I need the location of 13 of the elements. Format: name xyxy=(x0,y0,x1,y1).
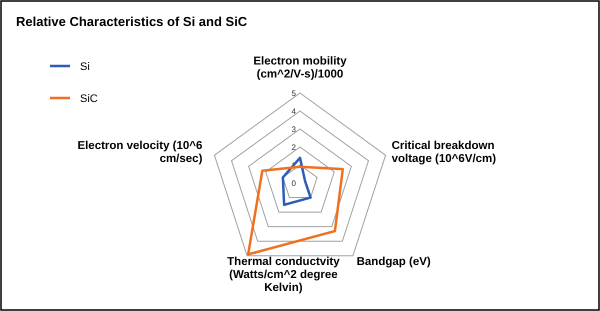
spoke-label: Bandgap (eV) xyxy=(356,256,431,268)
y-tick-label: 3 xyxy=(292,125,297,134)
spoke-label: Electron mobility (cm^2/V-s)/1000 xyxy=(253,56,348,81)
spoke-label: Critical breakdown voltage (10^6V/cm) xyxy=(392,140,496,166)
legend-label: Si xyxy=(80,61,90,73)
spoke-label: Thermal conductvity (Watts/cm^2 degree Kelvin) xyxy=(227,256,340,294)
chart-title: Relative Characteristics of Si and SiC xyxy=(16,14,248,29)
legend-label: SiC xyxy=(80,93,98,105)
y-tick-label: 5 xyxy=(292,89,297,98)
spoke-label: Electron velocity (10^6 cm/sec) xyxy=(77,140,203,166)
y-tick-label: 2 xyxy=(292,143,297,152)
y-tick-label: 4 xyxy=(292,107,297,116)
y-tick-label: 0 xyxy=(292,179,297,188)
